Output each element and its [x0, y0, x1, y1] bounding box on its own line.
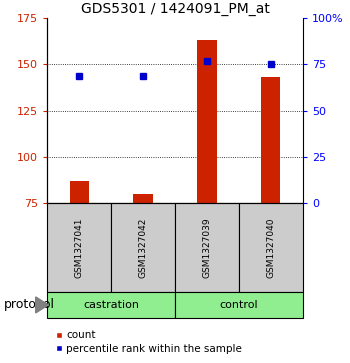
- Bar: [175, 292, 303, 318]
- Text: GSM1327039: GSM1327039: [202, 217, 211, 278]
- Text: castration: castration: [83, 300, 139, 310]
- Legend: count, percentile rank within the sample: count, percentile rank within the sample: [51, 326, 246, 358]
- Text: GSM1327040: GSM1327040: [266, 217, 275, 278]
- Title: GDS5301 / 1424091_PM_at: GDS5301 / 1424091_PM_at: [80, 2, 270, 16]
- Text: protocol: protocol: [4, 298, 55, 311]
- Bar: [133, 194, 153, 203]
- Text: GSM1327041: GSM1327041: [75, 217, 84, 278]
- Text: GSM1327042: GSM1327042: [139, 217, 148, 278]
- Bar: [47, 203, 111, 292]
- Bar: [47, 292, 175, 318]
- Bar: [197, 40, 217, 203]
- Bar: [70, 181, 89, 203]
- Bar: [111, 203, 175, 292]
- Bar: [239, 203, 303, 292]
- Text: control: control: [219, 300, 258, 310]
- Bar: [175, 203, 239, 292]
- Bar: [261, 77, 280, 203]
